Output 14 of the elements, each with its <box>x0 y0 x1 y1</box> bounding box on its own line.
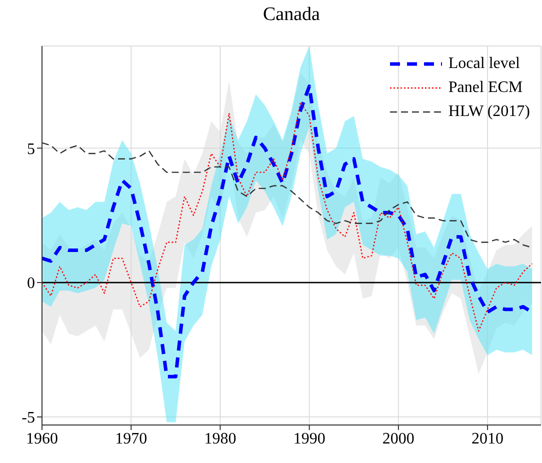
chart-title: Canada <box>262 4 321 26</box>
y-tick-label: 0 <box>27 275 35 292</box>
x-tick-label: 1990 <box>293 430 326 448</box>
y-tick-label: -5 <box>22 410 35 427</box>
y-tick-label: 5 <box>27 140 35 158</box>
legend-label: HLW (2017) <box>448 103 530 121</box>
legend-label: Local level <box>448 55 520 73</box>
x-tick-label: 2000 <box>382 430 414 448</box>
x-tick-label: 2010 <box>472 430 504 448</box>
x-tick-label: 1980 <box>204 430 236 448</box>
x-tick-label: 1960 <box>26 430 58 448</box>
x-tick-label: 1970 <box>115 430 148 448</box>
line-series <box>42 102 533 332</box>
legend-label: Panel ECM <box>448 79 523 97</box>
